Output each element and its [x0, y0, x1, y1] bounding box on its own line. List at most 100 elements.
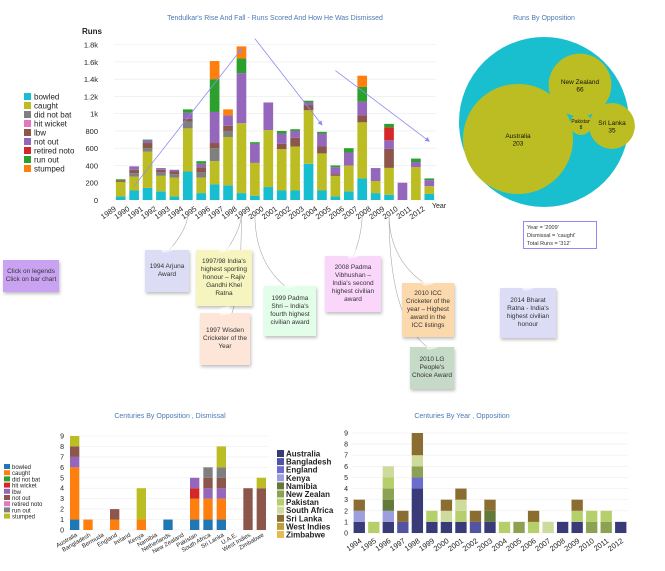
bar-segment-England-not-out[interactable] [110, 509, 120, 520]
bar-segment-2000-Sri-Lanka[interactable] [440, 499, 453, 511]
bar-segment-1991-run-out[interactable] [142, 139, 153, 141]
bar-segment-2009-caught[interactable] [384, 167, 394, 195]
bar-segment-2004-lbw[interactable] [317, 146, 327, 154]
bar-segment-2007-South-Africa[interactable] [542, 521, 554, 533]
legend-swatch-stumped[interactable] [24, 165, 31, 172]
legend-label[interactable]: caught [34, 102, 59, 111]
bar-segment-South Africa-bowled[interactable] [203, 519, 213, 530]
bar-segment-2009-bowled[interactable] [384, 194, 394, 200]
bar-segment-1996-lbw[interactable] [209, 143, 220, 149]
bar-segment-2005-New-Zealand[interactable] [513, 521, 525, 533]
bar-segment-Pakistan-bowled[interactable] [190, 519, 200, 530]
bar-segment-1996-stumped[interactable] [209, 61, 220, 80]
bar-segment-2003-not-out[interactable] [303, 102, 314, 106]
bar-segment-1998-bowled[interactable] [236, 193, 247, 200]
bar-segment-2006-Pakistan[interactable] [527, 521, 540, 533]
bar-segment-1989-caught[interactable] [115, 181, 126, 197]
bar-segment-2009-Sri-Lanka[interactable] [571, 499, 583, 511]
bar-segment-2003-bowled[interactable] [303, 163, 314, 200]
bar-segment-Pakistan-hit-wicket[interactable] [190, 488, 200, 499]
bar-segment-2002-bowled[interactable] [290, 190, 300, 200]
bar-segment-2000-Australia[interactable] [440, 521, 453, 533]
bar-segment-1994-did-not-bat[interactable] [182, 121, 193, 129]
bar-segment-1996-Australia[interactable] [382, 521, 394, 533]
legend-label[interactable]: lbw [34, 129, 46, 138]
bar-segment-2010-not-out[interactable] [397, 182, 408, 200]
bar-segment-2004-Pakistan[interactable] [498, 521, 511, 533]
bar-segment-1993-did-not-bat[interactable] [169, 174, 180, 178]
bar-segment-2008-bowled[interactable] [370, 193, 381, 200]
legend-swatch-Zimbabwe[interactable] [277, 531, 284, 538]
bar-segment-1992-caught[interactable] [156, 175, 166, 192]
bar-segment-Pakistan-caught[interactable] [190, 498, 200, 520]
legend-label[interactable]: retired noto [12, 502, 43, 508]
bar-segment-1992-lbw[interactable] [156, 169, 166, 173]
bar-segment-1998-run-out[interactable] [236, 58, 247, 74]
legend-label[interactable]: did not bat [34, 111, 72, 120]
bubble-sri-lanka[interactable] [589, 103, 635, 149]
bar-segment-Australia-stumped[interactable] [70, 436, 80, 447]
legend-label[interactable]: Zimbabwe [286, 531, 326, 540]
bar-segment-2003-Namibia[interactable] [484, 510, 496, 522]
bar-segment-1997-Bangladesh[interactable] [397, 521, 409, 533]
bar-segment-West Indies-not-out[interactable] [243, 488, 253, 530]
bar-segment-1992-did-not-bat[interactable] [156, 172, 166, 176]
bar-segment-1999-Pakistan[interactable] [426, 510, 438, 522]
bar-segment-1991-did-not-bat[interactable] [142, 148, 153, 152]
bar-segment-Zimbabwe-not-out[interactable] [256, 488, 266, 530]
legend-label[interactable]: bowled [12, 465, 31, 471]
bar-segment-2004-run-out[interactable] [317, 131, 327, 134]
bar-segment-1997-did-not-bat[interactable] [223, 130, 233, 137]
bar-segment-1998-stumped[interactable] [236, 46, 247, 59]
bar-segment-2009-retired-noto[interactable] [384, 127, 394, 141]
legend-swatch-caught[interactable] [4, 470, 10, 476]
legend-label[interactable]: run out [34, 156, 60, 165]
bar-segment-1997-lbw[interactable] [223, 125, 233, 131]
bar-segment-South Africa-caught[interactable] [203, 498, 213, 520]
legend-swatch-run-out[interactable] [4, 507, 10, 513]
bar-segment-2003-run-out[interactable] [303, 100, 314, 103]
bar-segment-1994-Australia[interactable] [353, 521, 365, 533]
legend-swatch-Australia[interactable] [277, 450, 284, 457]
bar-segment-2009-run-out[interactable] [384, 123, 394, 128]
legend-swatch-Sri-Lanka[interactable] [277, 514, 284, 522]
bar-segment-1999-not-out[interactable] [250, 143, 260, 163]
bar-segment-1991-caught[interactable] [142, 151, 153, 188]
bar-segment-2003-Sri-Lanka[interactable] [484, 499, 496, 511]
bar-segment-2007-not-out[interactable] [357, 101, 368, 116]
bar-segment-1997-stumped[interactable] [223, 109, 233, 116]
bar-segment-Zimbabwe-stumped[interactable] [256, 477, 266, 489]
bar-segment-1999-caught[interactable] [250, 162, 260, 196]
bar-segment-2010-Pakistan[interactable] [586, 510, 598, 522]
bar-segment-Sri Lanka-not-out[interactable] [216, 477, 226, 489]
bar-segment-2002-not-out[interactable] [290, 130, 300, 138]
bar-segment-1990-did-not-bat[interactable] [129, 173, 139, 177]
bar-segment-1989-run-out[interactable] [115, 179, 126, 181]
bar-segment-1996-caught[interactable] [209, 161, 220, 185]
bar-segment-2002-Bangladesh[interactable] [469, 521, 482, 533]
bar-segment-2003-Australia[interactable] [484, 521, 496, 533]
bar-segment-1997-not-out[interactable] [223, 115, 233, 126]
legend-swatch-hit-wicket[interactable] [4, 482, 10, 488]
bar-segment-2009-not-out[interactable] [384, 140, 394, 149]
bar-segment-1994-Kenya[interactable] [353, 510, 365, 522]
bar-segment-2011-Pakistan[interactable] [600, 510, 612, 522]
bar-segment-2004-caught[interactable] [317, 153, 327, 191]
bar-segment-1995-caught[interactable] [196, 177, 207, 194]
bar-segment-2007-bowled[interactable] [357, 178, 368, 200]
bar-segment-1994-bowled[interactable] [182, 171, 193, 200]
bar-segment-1999-bowled[interactable] [250, 195, 260, 200]
bar-segment-1990-caught[interactable] [129, 176, 139, 191]
bar-segment-2002-lbw[interactable] [290, 137, 300, 147]
bar-segment-2005-not-out[interactable] [330, 167, 341, 175]
bubble-australia[interactable] [463, 84, 573, 194]
legend-label[interactable]: lbw [12, 490, 22, 496]
bar-segment-2012-Australia[interactable] [615, 521, 627, 533]
bar-segment-2000-caught[interactable] [263, 130, 274, 188]
legend-label[interactable]: stumped [12, 515, 35, 521]
bar-segment-1998-caught[interactable] [236, 123, 247, 194]
legend-swatch-bowled[interactable] [4, 464, 10, 469]
bar-segment-1994-run-out[interactable] [182, 109, 193, 113]
bar-segment-1996-South-Africa[interactable] [382, 466, 394, 478]
legend-swatch-bowled[interactable] [24, 93, 31, 100]
